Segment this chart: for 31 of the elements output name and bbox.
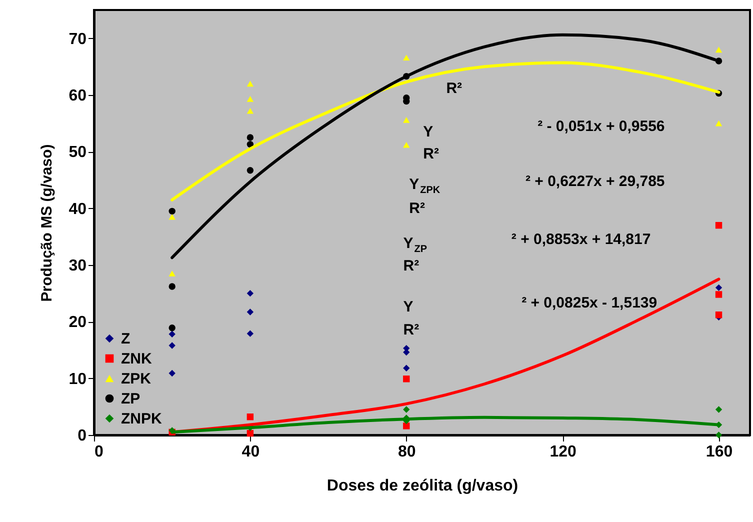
legend-label: Z — [121, 330, 130, 348]
y-tick-label: 30 — [68, 258, 87, 274]
y-tick-label: 50 — [68, 144, 87, 162]
legend-label: ZNPK — [121, 410, 162, 428]
x-axis-title: Doses de zeólita (g/vaso) — [326, 478, 518, 494]
annotation: R² — [423, 145, 440, 162]
annotation: ² + 0,0825x - 1,5139 — [522, 294, 658, 312]
y-tick-label: 40 — [68, 200, 87, 218]
annotation: R² — [403, 322, 420, 339]
y-tick-label: 20 — [68, 314, 87, 332]
annotation: ² + 0,8853x + 14,817 — [511, 230, 651, 248]
annotation: R² — [409, 200, 425, 217]
y-tick-label: 0 — [78, 428, 87, 444]
y-axis-title: Produção MS (g/vaso) — [38, 144, 56, 302]
y-tick-label: 70 — [68, 30, 87, 48]
annotation: ² + 0,6227x + 29,785 — [525, 173, 665, 190]
y-tick-label: 10 — [68, 370, 87, 388]
legend-label: ZP — [121, 390, 140, 408]
legend-label: ZPK — [121, 370, 152, 388]
annotation: Y — [403, 298, 414, 316]
annotation: R² — [403, 258, 420, 275]
annotation: Y — [423, 123, 434, 140]
annotation: ² - 0,051x + 0,9556 — [538, 118, 665, 136]
x-tick-label: 0 — [94, 444, 104, 460]
x-tick-label: 120 — [550, 444, 577, 460]
legend-label: ZNK — [121, 350, 152, 368]
annotation: R² — [446, 80, 462, 98]
x-tick-label: 160 — [706, 444, 733, 460]
x-tick-label: 80 — [398, 444, 416, 460]
y-tick-label: 60 — [68, 88, 87, 104]
x-tick-label: 40 — [242, 444, 260, 460]
